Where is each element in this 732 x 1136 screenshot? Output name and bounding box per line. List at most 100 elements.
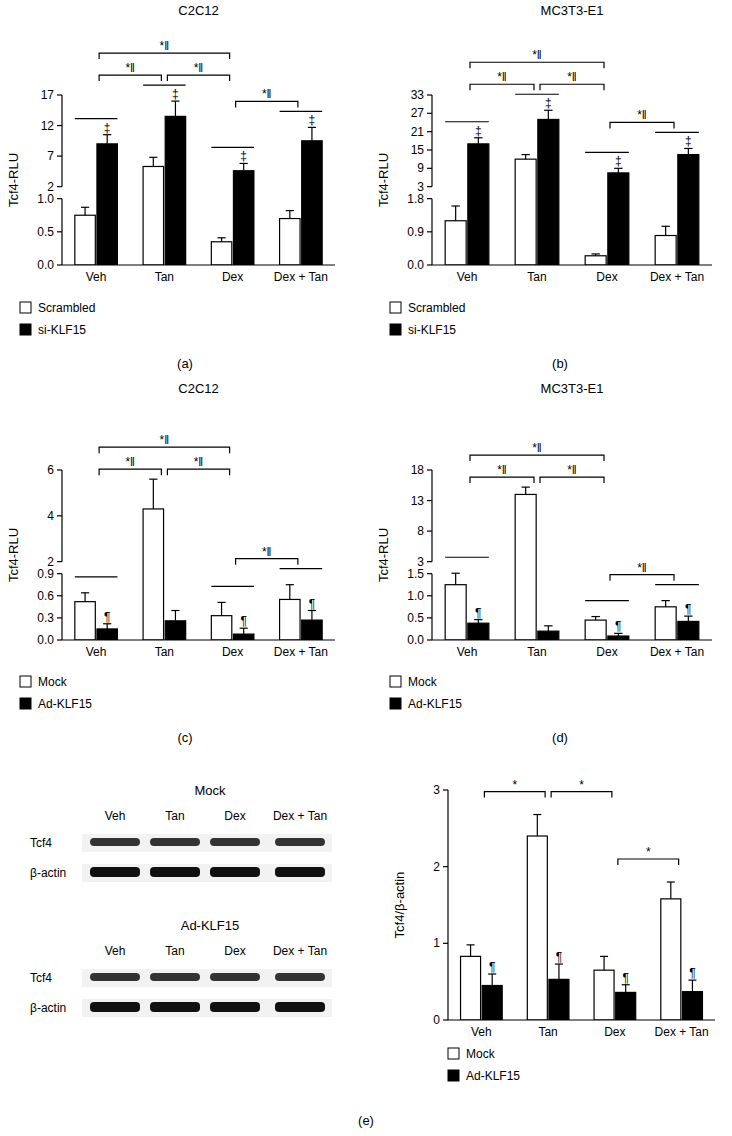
y-tick-label: 0.0 [407,258,424,272]
bar [211,616,231,640]
bar [233,171,253,265]
y-tick [427,595,432,596]
bar [165,621,185,640]
panel-label: (b) [552,356,568,371]
y-tick [427,561,432,562]
error-bar [149,479,157,509]
lane-label: Tan [165,944,184,958]
error-cap [544,625,552,626]
y-tick-label: 0.5 [37,225,54,239]
error-bar [149,157,157,166]
blot-band [150,867,200,877]
error-line [548,110,549,119]
y-tick-label: 0.5 [407,611,424,625]
error-line [84,207,85,215]
y-tick [427,149,432,150]
error-cap [451,573,459,574]
chart-panel: 0.00.51.0271217VehTanDexDex + TanTcf4-RL… [6,3,335,371]
y-tick [427,198,432,199]
blot-band [275,867,325,877]
significance-bracket [470,62,604,68]
y-tick-label: 1.0 [37,192,54,206]
y-tick-label: 18 [411,463,425,477]
blot-band [275,1002,325,1012]
error-bar [544,110,552,119]
error-line [243,628,244,634]
chart-panel: 0.00.91.83915212733VehTanDexDex + TanTcf… [376,3,712,371]
bar [678,621,699,640]
x-tick-label: Veh [86,645,107,659]
error-cap [149,479,157,480]
x-tick-label: Dex + Tan [655,1025,709,1039]
y-tick [443,789,448,790]
bracket-label: *‖ [194,455,204,469]
legend-swatch [390,302,401,313]
x-axis [448,1019,715,1020]
chart-title: MC3T3-E1 [541,3,604,18]
panel-label: (d) [552,730,568,745]
bar [165,116,185,265]
significance-marker: ¶ [309,597,315,611]
lane-label: Tan [165,809,184,823]
x-axis [62,639,335,640]
plot-area [75,101,322,265]
error-bar [308,127,316,140]
error-line [289,211,290,219]
error-line [548,626,549,631]
bar [616,992,636,1020]
bar [302,141,322,265]
bar [482,986,502,1021]
row-label: β-actin [30,866,66,880]
error-bar [467,945,475,957]
y-tick-label: 1.0 [407,589,424,603]
lane-label: Veh [105,944,126,958]
chart-panel: 0123VehTanDexDex + TanTcf4/β-actin¶¶¶¶**… [358,778,715,1128]
error-bar [451,206,459,221]
y-tick-label: 2 [47,180,54,194]
legend-label: Ad-KLF15 [408,697,462,711]
error-line [478,138,479,144]
significance-marker: ¶ [475,606,481,620]
legend-label: Scrambled [38,301,95,315]
significance-marker: ‡ [309,113,316,127]
y-tick [57,231,62,232]
y-tick [427,94,432,95]
western-blot: MockVehTanDexDex + TanTcf4β-actinAd-KLF1… [30,783,332,1017]
y-tick-label: 0 [433,1013,440,1027]
y-tick-label: 15 [411,143,425,157]
error-line [455,573,456,584]
panel-label: (c) [177,730,192,745]
error-bar [614,633,622,636]
y-axis-upper [61,95,62,187]
x-tick-label: Dex [222,270,243,284]
error-cap [81,592,89,593]
significance-bracket [610,575,674,581]
y-tick [427,168,432,169]
bar [468,623,489,640]
group-line [445,557,489,558]
error-cap [451,205,459,206]
y-tick-label: 21 [411,125,425,139]
y-tick [427,113,432,114]
bar [143,166,163,265]
bracket-label: *‖ [637,561,647,575]
y-tick [57,561,62,562]
group-line [75,118,118,119]
error-line [525,487,526,494]
significance-bracket [236,101,298,107]
error-line [107,135,108,144]
y-tick-label: 2 [47,555,54,569]
x-tick-label: Tan [527,645,546,659]
x-tick-label: Dex [604,1025,625,1039]
legend-swatch [20,698,31,709]
x-tick-label: Veh [457,270,478,284]
bar [515,494,536,640]
y-tick [427,573,432,574]
bar [585,256,606,265]
significance-marker: ‡ [240,149,247,163]
significance-marker: ‡ [172,87,179,101]
x-tick-label: Veh [86,270,107,284]
significance-marker: ¶ [240,614,246,628]
bar [75,215,95,265]
error-line [525,155,526,160]
